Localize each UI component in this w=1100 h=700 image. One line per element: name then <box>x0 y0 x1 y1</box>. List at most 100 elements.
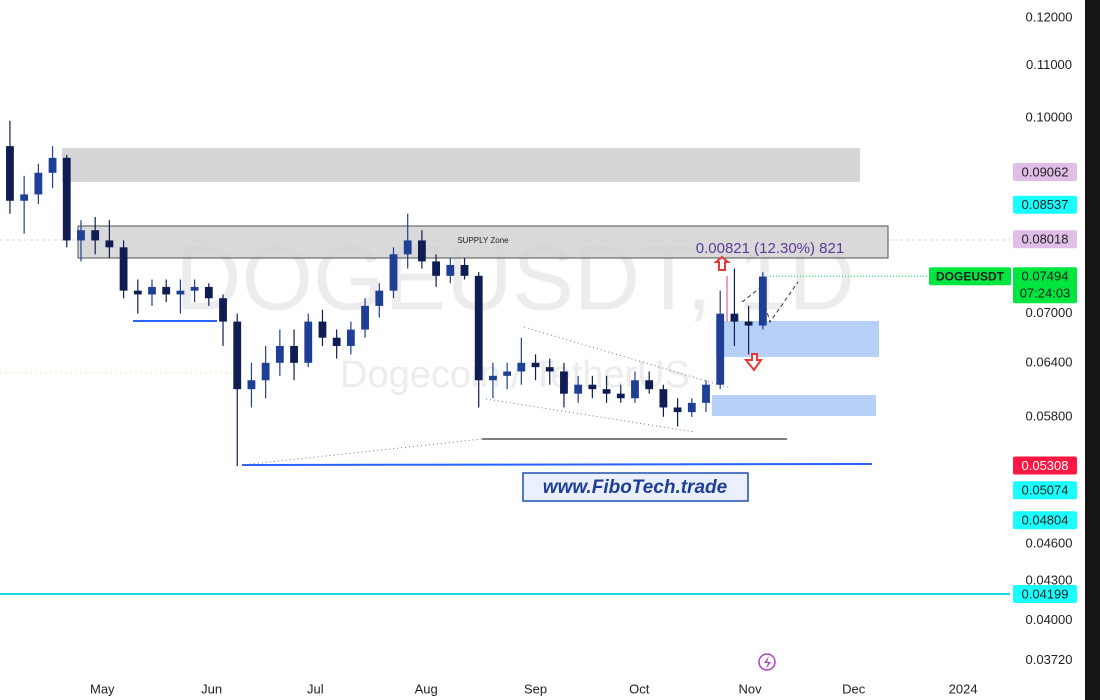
candle-body <box>261 362 270 381</box>
candle-body <box>219 298 227 322</box>
candle-body <box>77 230 85 241</box>
measure-label: 0.00821 (12.30%) 821 <box>696 240 844 257</box>
countdown-label: 07:24:03 <box>1020 286 1071 301</box>
candle-body <box>190 286 199 291</box>
candle-body <box>375 290 384 306</box>
event-icon <box>758 653 776 671</box>
demand-zone <box>716 321 879 357</box>
x-tick-label: May <box>90 681 115 696</box>
candle-body <box>332 337 341 346</box>
y-tick-label: 0.04000 <box>1026 612 1073 627</box>
candle-body <box>702 384 710 403</box>
price-badge-label: 0.04804 <box>1022 513 1069 528</box>
website: www.FiboTech.trade <box>543 477 728 498</box>
y-tick-label: 0.12000 <box>1026 9 1073 24</box>
candle-body <box>133 290 142 295</box>
price-badge <box>1013 585 1077 604</box>
candle-body <box>716 313 725 385</box>
supply-zone-label: SUPPLY Zone <box>457 236 509 245</box>
y-tick-label: 0.11000 <box>1026 57 1072 72</box>
trend-line <box>485 398 696 433</box>
candle-body <box>730 313 739 322</box>
side-border <box>1085 0 1100 700</box>
x-tick-label: 2024 <box>949 681 978 696</box>
candle-body <box>6 146 14 201</box>
event-icon <box>764 656 771 669</box>
candle-body <box>616 393 625 399</box>
candle-body <box>48 157 57 173</box>
price-badge <box>1013 195 1077 214</box>
candle-body <box>560 371 568 394</box>
candle-body <box>318 321 327 338</box>
y-tick-label: 0.04300 <box>1026 572 1073 587</box>
candle-body <box>531 362 540 368</box>
candle-body <box>631 380 639 399</box>
candle-body <box>744 321 753 326</box>
candle-body <box>105 240 114 248</box>
candle-body <box>290 345 298 363</box>
candle-body <box>389 254 398 291</box>
candle-body <box>645 380 654 390</box>
price-badge <box>1013 456 1077 475</box>
y-tick-label: 0.04600 <box>1026 535 1073 550</box>
candle-body <box>275 345 284 363</box>
candle-body <box>673 407 682 413</box>
y-tick-label: 0.10000 <box>1026 109 1073 124</box>
candle-body <box>20 194 29 201</box>
price-badge <box>1013 230 1077 249</box>
price-badge-label: 0.04199 <box>1022 586 1069 601</box>
y-tick-label: 0.07000 <box>1026 305 1073 320</box>
website-box <box>522 472 749 502</box>
symbol-badge <box>929 267 1011 286</box>
candle-body <box>176 290 185 295</box>
x-tick-label: Aug <box>415 681 438 696</box>
price-badge <box>1013 163 1077 182</box>
price-badge-label: 0.09062 <box>1022 164 1069 179</box>
trend-line <box>241 438 483 466</box>
demand-zone <box>712 395 876 416</box>
data-layer: 0.12000 0.11000 0.10000 0.07000 0.06400 0.058… <box>6 9 1077 696</box>
price-badge-label: 0.08537 <box>1022 197 1069 212</box>
x-tick-label: Dec <box>842 681 866 696</box>
x-tick-label: Oct <box>629 681 650 696</box>
candle-body <box>517 362 526 372</box>
x-tick-label: Jun <box>201 681 222 696</box>
candle-body <box>403 240 412 255</box>
price-badge <box>1013 481 1077 500</box>
candle-body <box>659 389 668 408</box>
candle-body <box>417 240 426 262</box>
candle-body <box>162 286 171 295</box>
candle-body <box>545 367 554 372</box>
arrow-icon <box>743 353 763 372</box>
candle-body <box>446 264 455 276</box>
candle-body <box>489 375 497 381</box>
candle-body <box>503 371 512 376</box>
candle-body <box>474 275 483 381</box>
supply-zone <box>77 225 889 259</box>
resistance-zone <box>62 148 860 182</box>
candle-body <box>588 384 597 390</box>
last-price-badge <box>1013 267 1077 304</box>
y-tick-label: 0.05800 <box>1026 408 1073 423</box>
price-badge-label: 0.08018 <box>1022 232 1069 247</box>
support-line <box>241 463 873 466</box>
candle-body <box>361 305 369 330</box>
candle-body <box>91 230 100 241</box>
candle-body <box>247 380 256 390</box>
candle-body <box>204 286 213 299</box>
candle-body <box>346 329 355 346</box>
y-tick-label: 0.03720 <box>1026 652 1073 667</box>
candle-body <box>574 384 583 394</box>
candle-body <box>304 321 313 363</box>
price-badge-label: 0.05308 <box>1022 458 1069 473</box>
candle-body <box>460 264 469 276</box>
last-price-label: 0.07494 <box>1022 269 1069 284</box>
candle-body <box>687 402 696 413</box>
x-tick-label: Nov <box>738 681 762 696</box>
price-badge-label: 0.05074 <box>1022 483 1069 498</box>
y-tick-label: 0.06400 <box>1026 354 1073 369</box>
arrow-icon <box>713 255 731 271</box>
